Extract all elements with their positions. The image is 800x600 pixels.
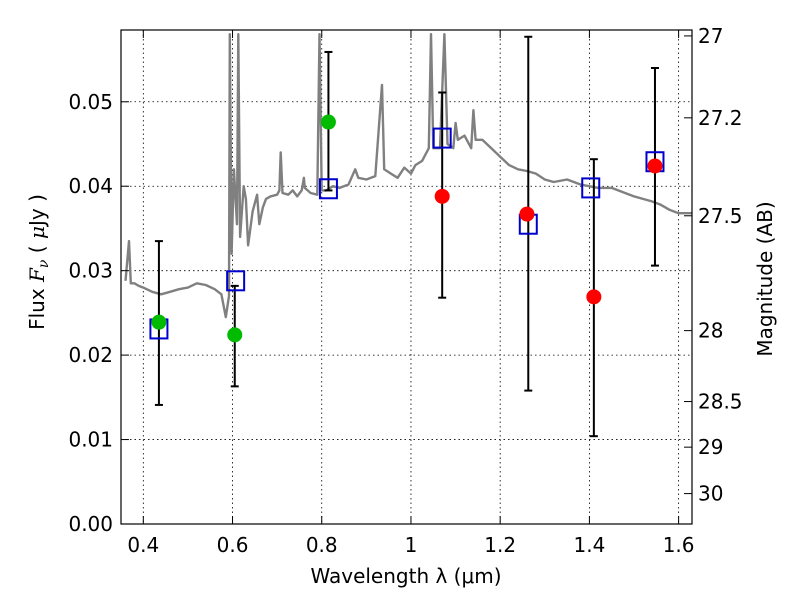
right-tick-label: 27.5 bbox=[698, 204, 743, 228]
y-axis-label: Flux Fν ( μJy ) bbox=[25, 194, 52, 330]
x-axis-label: Wavelength λ (μm) bbox=[310, 564, 501, 588]
marker-layer bbox=[149, 114, 665, 343]
data-point bbox=[151, 314, 167, 330]
data-point bbox=[519, 206, 535, 222]
y-tick-label: 0.05 bbox=[68, 90, 113, 114]
y-tick-label: 0.03 bbox=[68, 259, 113, 283]
x-tick-label: 1 bbox=[405, 533, 418, 557]
y-tick-label: 0.02 bbox=[68, 343, 113, 367]
right-tick-label: 27 bbox=[698, 24, 723, 48]
data-point bbox=[320, 114, 336, 130]
model-square bbox=[581, 177, 601, 199]
right-axis-label: Magnitude (AB) bbox=[753, 201, 777, 356]
data-point bbox=[227, 327, 243, 343]
grid-lines bbox=[121, 30, 692, 525]
x-tick-label: 0.6 bbox=[217, 533, 249, 557]
x-tick-label: 1.6 bbox=[663, 533, 695, 557]
right-tick-label: 28.5 bbox=[698, 390, 743, 414]
x-tick-label: 1.2 bbox=[484, 533, 516, 557]
svg-text:Flux Fν ( μJy ): Flux Fν ( μJy ) bbox=[25, 194, 52, 330]
model-square bbox=[226, 270, 246, 292]
model-square bbox=[432, 127, 452, 149]
right-tick-label: 30 bbox=[698, 482, 723, 506]
y-tick-label: 0.01 bbox=[68, 428, 113, 452]
data-point bbox=[434, 188, 450, 204]
data-point bbox=[586, 289, 602, 305]
x-axis-ticks: 0.4 0.6 0.8 1 1.2 1.4 1.6 bbox=[127, 30, 695, 557]
right-tick-label: 27.2 bbox=[698, 106, 743, 130]
y-tick-label: 0.04 bbox=[68, 174, 113, 198]
model-square bbox=[318, 178, 338, 200]
data-point bbox=[647, 158, 663, 174]
right-tick-label: 29 bbox=[698, 435, 723, 459]
spectrum-line bbox=[124, 33, 692, 319]
x-tick-label: 1.4 bbox=[573, 533, 605, 557]
right-axis-ticks: 27 27.2 27.5 28 28.5 29 30 bbox=[684, 24, 743, 506]
right-tick-label: 28 bbox=[698, 319, 723, 343]
y-tick-label: 0.00 bbox=[68, 512, 113, 536]
spectrum-layer bbox=[124, 33, 692, 319]
x-tick-label: 0.8 bbox=[306, 533, 338, 557]
y-axis-ticks: 0.00 0.01 0.02 0.03 0.04 0.05 bbox=[68, 90, 129, 536]
plot-frame bbox=[120, 29, 693, 525]
x-tick-label: 0.4 bbox=[127, 533, 159, 557]
